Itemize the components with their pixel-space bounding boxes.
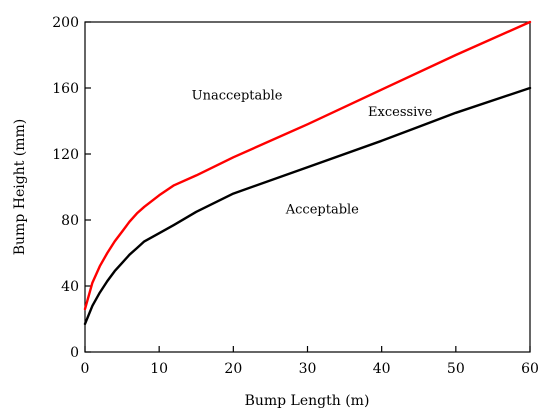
plot-area (84, 21, 531, 353)
series-layer (83, 20, 532, 326)
x-axis: 0 10 20 30 40 50 60 (81, 346, 539, 377)
x-tick-label: 50 (447, 361, 465, 377)
x-tick-label: 10 (150, 361, 168, 377)
series-line-2 (83, 86, 532, 326)
x-tick-label: 40 (373, 361, 391, 377)
y-tick-label: 160 (52, 81, 79, 97)
y-tick-label: 0 (70, 345, 79, 361)
x-tick-label: 30 (299, 361, 317, 377)
y-axis: 0 40 80 120 160 200 (52, 15, 91, 361)
region-label: Acceptable (285, 202, 359, 217)
region-label: Excessive (368, 105, 433, 120)
series-line-1 (83, 20, 532, 311)
y-tick-label: 40 (61, 279, 79, 295)
y-axis-title: Bump Height (mm) (12, 119, 28, 256)
y-tick-label: 200 (52, 15, 79, 31)
x-tick-label: 0 (81, 361, 90, 377)
annotation-layer: Unacceptable Excessive Acceptable (192, 89, 433, 218)
region-label: Unacceptable (192, 89, 283, 104)
y-tick-label: 80 (61, 213, 79, 229)
y-tick-label: 120 (52, 147, 79, 163)
x-tick-label: 20 (224, 361, 242, 377)
x-tick-label: 60 (521, 361, 539, 377)
x-axis-title: Bump Length (m) (245, 393, 370, 409)
